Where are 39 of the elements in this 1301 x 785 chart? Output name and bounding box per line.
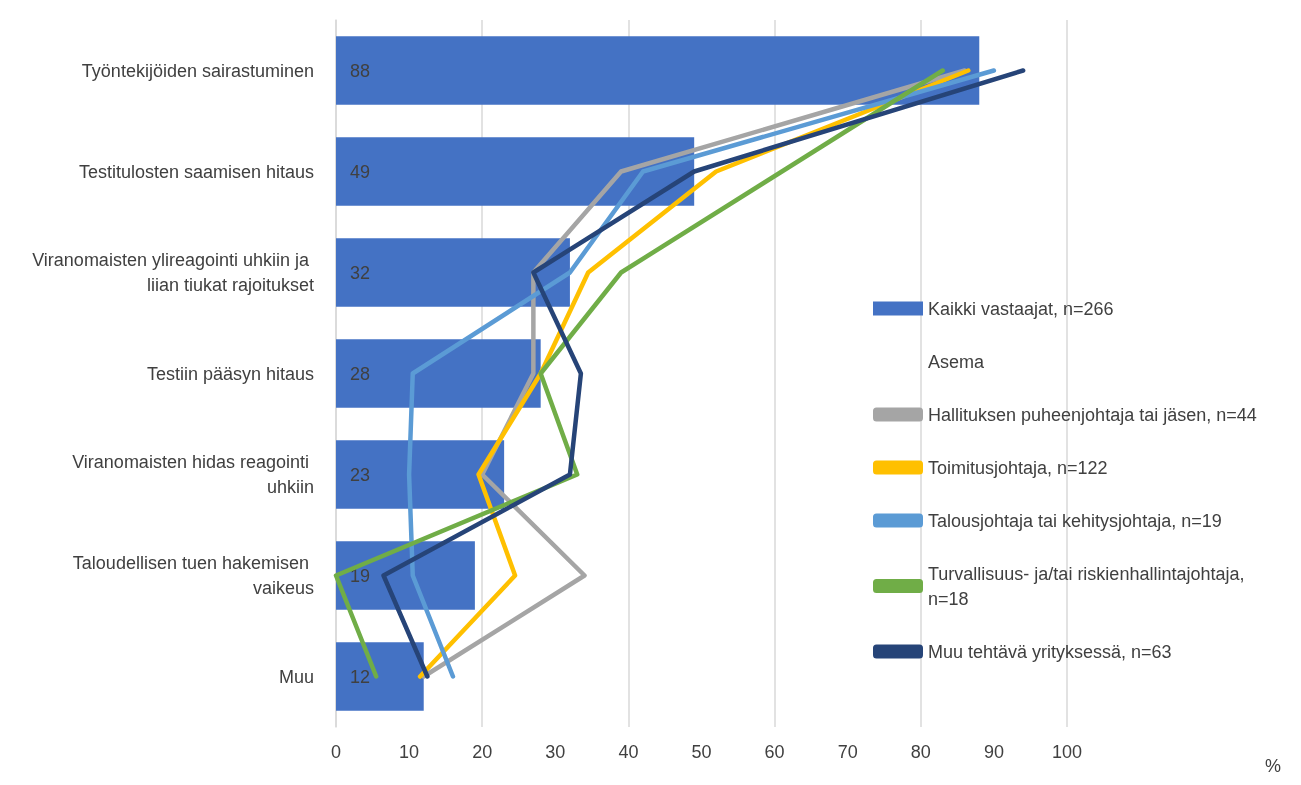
x-tick-label: 10 <box>399 742 420 762</box>
y-tick-label: Viranomaisten hidas reagointi uhkiin <box>72 452 314 497</box>
legend-label: Turvallisuus- ja/tai riskienhallintajohtaja, n=18 <box>928 563 1250 609</box>
x-tick-label: 100 <box>1051 742 1083 762</box>
data-label: 28 <box>350 363 371 384</box>
x-tick-label: 20 <box>472 742 493 762</box>
bar <box>336 440 505 509</box>
x-tick-label: 80 <box>910 742 931 762</box>
y-tick-label: Taloudellisen tuen hakemisen vaikeus <box>72 553 314 598</box>
x-tick-label: 0 <box>330 742 342 762</box>
legend-title: Asema <box>928 351 986 372</box>
y-tick-label: Muu <box>278 666 314 687</box>
x-tick-label: 50 <box>691 742 712 762</box>
bar <box>336 36 980 105</box>
bar <box>336 137 695 206</box>
legend-label: Talousjohtaja tai kehitysjohtaja, n=19 <box>928 510 1222 531</box>
y-tick-label: Viranomaisten ylireagointi uhkiin ja liian tiukat rajoitukset <box>32 250 314 295</box>
legend-label: Hallituksen puheenjohtaja tai jäsen, n=44 <box>928 404 1257 425</box>
y-tick-label: Testitulosten saamisen hitaus <box>78 161 314 182</box>
x-tick-label: 30 <box>545 742 566 762</box>
bar <box>336 238 570 307</box>
text: % <box>1265 756 1282 776</box>
bar <box>336 642 424 711</box>
data-label: 32 <box>350 262 371 283</box>
bar <box>336 339 541 408</box>
data-label: 88 <box>350 60 371 81</box>
legend-label: Muu tehtävä yrityksessä, n=63 <box>928 641 1172 662</box>
data-label: 23 <box>350 464 371 485</box>
legend-label: Toimitusjohtaja, n=122 <box>928 457 1108 478</box>
data-label: 12 <box>350 666 371 687</box>
x-tick-label: 70 <box>837 742 858 762</box>
y-tick-label: Testiin pääsyn hitaus <box>146 363 314 384</box>
y-tick-label: Työntekijöiden sairastuminen <box>81 60 314 81</box>
x-tick-label: 40 <box>618 742 639 762</box>
legend-label: Kaikki vastaajat, n=266 <box>928 298 1114 319</box>
x-tick-label: 90 <box>983 742 1004 762</box>
data-label: 49 <box>350 161 371 182</box>
data-label: 19 <box>350 565 371 586</box>
x-tick-label: 60 <box>764 742 785 762</box>
